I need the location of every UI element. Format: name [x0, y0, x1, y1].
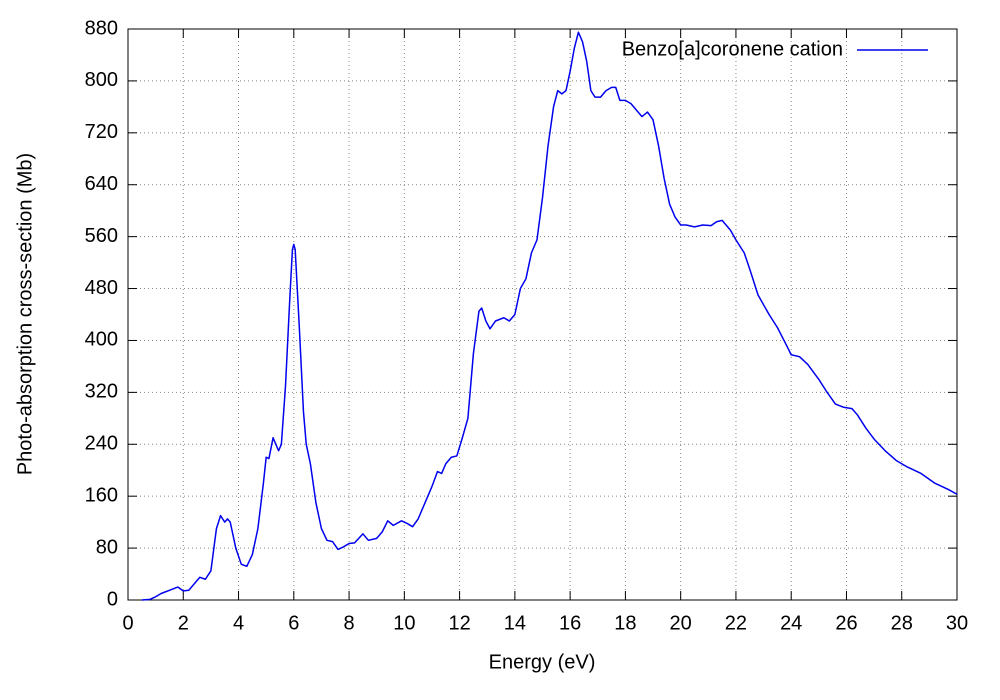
y-axis-label: Photo-absorption cross-section (Mb) [14, 153, 36, 475]
x-tick-label: 10 [393, 612, 415, 634]
x-tick-label: 6 [288, 612, 299, 634]
y-tick-label: 320 [85, 381, 118, 403]
x-tick-label: 18 [614, 612, 636, 634]
x-tick-label: 14 [504, 612, 526, 634]
x-tick-label: 16 [559, 612, 581, 634]
y-tick-label: 880 [85, 17, 118, 39]
y-tick-label: 400 [85, 329, 118, 351]
y-tick-label: 160 [85, 484, 118, 506]
y-tick-label: 800 [85, 69, 118, 91]
x-tick-label: 30 [946, 612, 968, 634]
x-tick-label: 12 [448, 612, 470, 634]
y-tick-label: 240 [85, 433, 118, 455]
y-tick-label: 80 [96, 536, 118, 558]
x-tick-label: 28 [891, 612, 913, 634]
x-tick-label: 2 [178, 612, 189, 634]
x-tick-label: 20 [670, 612, 692, 634]
data-line [141, 31, 958, 601]
y-tick-label: 0 [107, 588, 118, 610]
y-tick-label: 640 [85, 173, 118, 195]
plot-border [127, 28, 958, 601]
y-tick-label: 480 [85, 277, 118, 299]
y-tick-label: 560 [85, 225, 118, 247]
x-tick-label: 24 [780, 612, 802, 634]
x-tick-label: 22 [725, 612, 747, 634]
x-axis-label: Energy (eV) [489, 651, 596, 673]
x-tick-label: 26 [835, 612, 857, 634]
legend-label: Benzo[a]coronene cation [622, 38, 843, 60]
x-tick-label: 0 [122, 612, 133, 634]
x-tick-label: 8 [344, 612, 355, 634]
x-tick-label: 4 [233, 612, 244, 634]
y-tick-label: 720 [85, 121, 118, 143]
